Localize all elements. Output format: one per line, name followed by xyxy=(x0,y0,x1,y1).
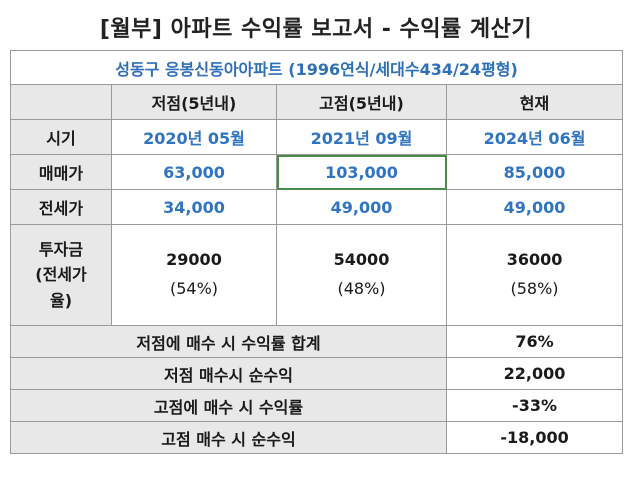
report-title: [월부] 아파트 수익률 보고서 - 수익률 계산기 xyxy=(99,17,533,42)
header-current: 현재 xyxy=(445,84,624,120)
summary-label: 저점에 매수 시 수익률 합계 xyxy=(10,325,447,358)
summary-label: 고점에 매수 시 수익률 xyxy=(10,389,447,422)
period-low: 2020년 05월 xyxy=(111,119,277,155)
row-label: 시기 xyxy=(10,119,112,155)
investment-amount: 36000 xyxy=(506,250,563,270)
apartment-info-row: 성동구 응봉신동아아파트 (1996연식/세대수434/24평형) xyxy=(9,50,624,85)
investment-amount: 29000 xyxy=(166,250,222,270)
row-label: 매매가 xyxy=(10,154,112,190)
investment-label-line: 율) xyxy=(49,290,73,310)
header-row: 저점(5년내) 고점(5년내) 현재 xyxy=(10,84,624,120)
summary-value: -33% xyxy=(445,389,624,422)
table-row-sale-price: 매매가 63,000 103,000 85,000 xyxy=(10,154,624,190)
jeonse-price-high: 49,000 xyxy=(276,189,447,225)
investment-current: 36000 (58%) xyxy=(445,224,624,326)
report-sheet: [월부] 아파트 수익률 보고서 - 수익률 계산기 성동구 응봉신동아아파트 … xyxy=(9,10,624,454)
header-low: 저점(5년내) xyxy=(111,84,277,120)
summary-row-high-return: 고점에 매수 시 수익률 -33% xyxy=(10,389,624,422)
jeonse-price-current: 49,000 xyxy=(445,189,624,225)
summary-label: 고점 매수 시 순수익 xyxy=(10,421,447,454)
investment-label: 투자금 (전세가 율) xyxy=(10,224,112,326)
sale-price-low: 63,000 xyxy=(111,154,277,190)
header-high: 고점(5년내) xyxy=(276,84,447,120)
summary-value: 22,000 xyxy=(445,357,624,390)
investment-ratio: (48%) xyxy=(337,279,386,298)
summary-value: -18,000 xyxy=(445,421,624,454)
period-current: 2024년 06월 xyxy=(445,119,624,155)
jeonse-price-low: 34,000 xyxy=(111,189,277,225)
investment-label-line: (전세가 xyxy=(35,265,87,285)
summary-row-high-profit: 고점 매수 시 순수익 -18,000 xyxy=(10,421,624,454)
sale-price-high[interactable]: 103,000 xyxy=(276,154,447,190)
table-row-jeonse-price: 전세가 34,000 49,000 49,000 xyxy=(10,189,624,225)
sale-price-current: 85,000 xyxy=(445,154,624,190)
profit-table: 성동구 응봉신동아아파트 (1996연식/세대수434/24평형) 저점(5년내… xyxy=(9,50,624,454)
investment-amount: 54000 xyxy=(333,250,390,270)
apartment-subtitle: 성동구 응봉신동아아파트 (1996연식/세대수434/24평형) xyxy=(9,50,624,85)
row-label: 전세가 xyxy=(10,189,112,225)
investment-low: 29000 (54%) xyxy=(111,224,277,326)
investment-high: 54000 (48%) xyxy=(276,224,447,326)
table-row-period: 시기 2020년 05월 2021년 09월 2024년 06월 xyxy=(10,119,624,155)
period-high: 2021년 09월 xyxy=(276,119,447,155)
investment-ratio: (54%) xyxy=(169,279,219,298)
investment-ratio: (58%) xyxy=(510,279,559,298)
summary-label: 저점 매수시 순수익 xyxy=(10,357,447,390)
header-corner xyxy=(10,84,112,120)
summary-value: 76% xyxy=(445,325,624,358)
table-row-investment: 투자금 (전세가 율) 29000 (54%) 54000 (48%) 3600… xyxy=(10,224,624,326)
summary-row-low-return: 저점에 매수 시 수익률 합계 76% xyxy=(10,325,624,358)
investment-label-line: 투자금 xyxy=(38,239,84,259)
summary-row-low-profit: 저점 매수시 순수익 22,000 xyxy=(10,357,624,390)
